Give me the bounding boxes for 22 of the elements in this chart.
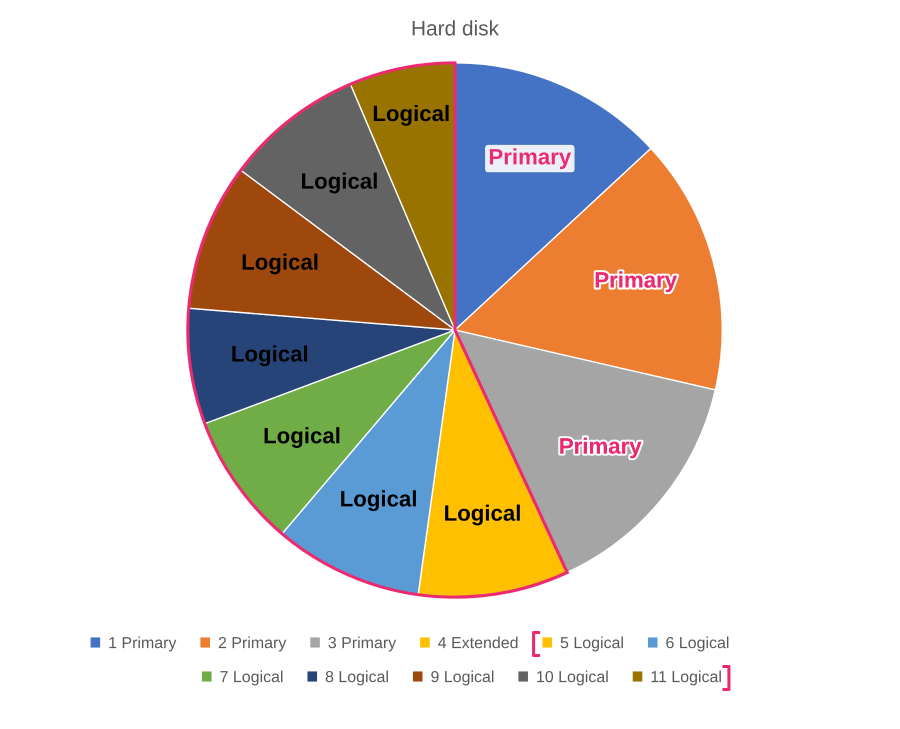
legend-label: 6 Logical [666, 636, 728, 652]
legend-label: 10 Logical [537, 670, 608, 686]
data-label: Logical [374, 104, 449, 126]
data-label: Logical [264, 427, 340, 448]
legend-label: 8 Logical [326, 670, 388, 686]
chart-title: Hard disk [412, 20, 500, 36]
data-label: Primary [490, 148, 572, 169]
legend-label: 11 Logical [652, 670, 721, 686]
legend-label: 5 Logical [560, 636, 623, 652]
legend-label: 7 Logical [220, 670, 282, 686]
legend-label: 4 Extended [438, 636, 518, 648]
data-label: Logical [445, 504, 520, 526]
data-label: Logical [341, 490, 416, 512]
legend-label: 9 Logical [431, 670, 494, 686]
data-label: Primary [596, 271, 677, 292]
data-label: Logical [302, 172, 377, 194]
data-label: Primary [560, 437, 642, 458]
legend-label: 1 Primary [109, 636, 176, 652]
legend-label: 2 Primary [218, 636, 286, 652]
data-label: Logical [242, 253, 318, 274]
legend-label: 3 Primary [328, 636, 396, 652]
data-label: Logical [232, 345, 308, 366]
